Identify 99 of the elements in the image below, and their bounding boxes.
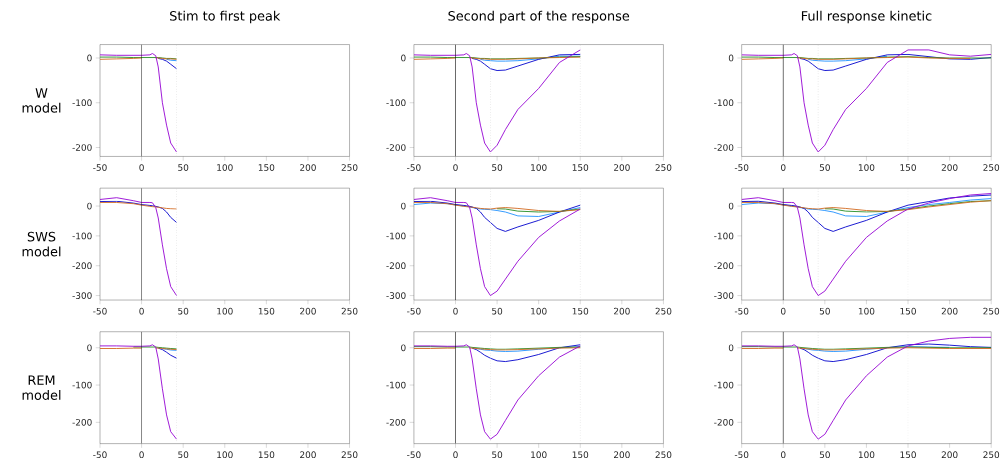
x-tick-label: 50 <box>178 307 189 315</box>
x-tick-label: 200 <box>614 451 630 458</box>
y-tick-label: -200 <box>386 418 406 426</box>
y-tick-label: -100 <box>386 99 406 106</box>
x-tick-label: 0 <box>781 307 786 315</box>
x-tick-label: 100 <box>531 307 547 315</box>
x-tick-label: -50 <box>407 451 421 458</box>
y-tick-label: -200 <box>714 143 734 151</box>
y-tick-label: 0 <box>87 344 92 351</box>
x-tick-label: 250 <box>983 163 1000 171</box>
x-tick-label: 200 <box>941 451 958 458</box>
x-tick-label: 0 <box>453 307 458 315</box>
x-tick-label: 0 <box>139 163 144 171</box>
x-tick-label: 0 <box>781 451 786 458</box>
y-tick-label: -200 <box>72 262 92 269</box>
x-tick-label: 50 <box>492 307 503 315</box>
x-tick-label: 200 <box>300 451 316 458</box>
x-tick-label: -50 <box>93 451 107 458</box>
y-tick-label: -200 <box>386 262 406 269</box>
y-tick-label: -200 <box>714 262 734 269</box>
x-tick-label: 100 <box>858 163 875 171</box>
y-tick-label: -200 <box>714 418 734 426</box>
x-tick-label: 50 <box>819 307 830 315</box>
y-tick-label: 0 <box>401 202 406 210</box>
x-tick-label: 150 <box>572 451 589 458</box>
x-tick-label: 100 <box>217 163 233 171</box>
y-tick-label: -100 <box>72 232 92 240</box>
x-tick-label: 250 <box>655 307 672 315</box>
y-tick-label: -200 <box>72 418 92 426</box>
x-tick-label: 0 <box>453 163 458 171</box>
x-tick-label: 200 <box>300 307 316 315</box>
x-tick-label: 150 <box>900 451 916 458</box>
y-tick-label: -100 <box>386 381 406 389</box>
x-tick-label: 250 <box>655 451 672 458</box>
x-tick-label: -50 <box>734 163 749 171</box>
x-tick-label: -50 <box>93 163 107 171</box>
x-tick-label: -50 <box>407 163 421 171</box>
y-tick-label: -300 <box>386 292 406 299</box>
x-tick-label: 150 <box>572 307 589 315</box>
x-tick-label: 250 <box>341 163 358 171</box>
x-tick-label: 250 <box>983 307 1000 315</box>
y-tick-label: 0 <box>87 202 92 210</box>
x-tick-label: 50 <box>492 451 503 458</box>
x-tick-label: 250 <box>341 307 358 315</box>
x-tick-label: 50 <box>819 451 830 458</box>
x-tick-label: 100 <box>531 163 547 171</box>
x-tick-label: 100 <box>217 307 233 315</box>
x-tick-label: 150 <box>572 163 589 171</box>
x-tick-label: -50 <box>93 307 107 315</box>
y-tick-label: 0 <box>728 54 734 62</box>
y-tick-label: -100 <box>72 99 92 106</box>
x-tick-label: 50 <box>178 163 189 171</box>
x-tick-label: 150 <box>900 163 916 171</box>
x-tick-label: 150 <box>258 451 275 458</box>
x-tick-label: 100 <box>858 307 875 315</box>
y-tick-label: 0 <box>401 344 406 351</box>
y-tick-label: 0 <box>87 54 92 62</box>
chart-title: Full response kinetic <box>801 10 932 24</box>
y-tick-label: -100 <box>714 381 734 389</box>
x-tick-label: 0 <box>139 451 144 458</box>
x-tick-label: 100 <box>858 451 875 458</box>
x-tick-label: 250 <box>983 451 1000 458</box>
x-tick-label: -50 <box>734 451 749 458</box>
y-tick-label: -100 <box>714 99 734 106</box>
y-tick-label: -100 <box>72 381 92 389</box>
y-tick-label: -300 <box>72 292 92 299</box>
x-tick-label: -50 <box>734 307 749 315</box>
chart-title: Stim to first peak <box>170 10 281 24</box>
x-tick-label: 200 <box>941 307 958 315</box>
y-axis-title: REM model <box>22 375 61 400</box>
y-tick-label: -300 <box>714 292 734 299</box>
x-tick-label: 50 <box>819 163 830 171</box>
x-tick-label: -50 <box>407 307 421 315</box>
x-tick-label: 200 <box>300 163 316 171</box>
x-tick-label: 100 <box>531 451 547 458</box>
x-tick-label: 250 <box>655 163 672 171</box>
y-tick-label: -100 <box>714 232 734 240</box>
x-tick-label: 100 <box>217 451 233 458</box>
x-tick-label: 50 <box>492 163 503 171</box>
x-tick-label: 250 <box>341 451 358 458</box>
y-tick-label: 0 <box>728 344 734 351</box>
x-tick-label: 50 <box>178 451 189 458</box>
y-tick-label: -200 <box>386 143 406 151</box>
y-axis-title: W model <box>22 88 61 113</box>
x-tick-label: 200 <box>614 307 630 315</box>
x-tick-label: 150 <box>258 163 275 171</box>
y-tick-label: -200 <box>72 143 92 151</box>
y-tick-label: 0 <box>401 54 406 62</box>
y-axis-title: SWS model <box>22 231 61 257</box>
x-tick-label: 0 <box>453 451 458 458</box>
x-tick-label: 150 <box>900 307 916 315</box>
chart-title: Second part of the response <box>448 10 630 24</box>
x-tick-label: 200 <box>614 163 630 171</box>
x-tick-label: 0 <box>781 163 786 171</box>
x-tick-label: 150 <box>258 307 275 315</box>
x-tick-label: 200 <box>941 163 958 171</box>
y-tick-label: 0 <box>728 202 734 210</box>
x-tick-label: 0 <box>139 307 144 315</box>
y-tick-label: -100 <box>386 232 406 240</box>
